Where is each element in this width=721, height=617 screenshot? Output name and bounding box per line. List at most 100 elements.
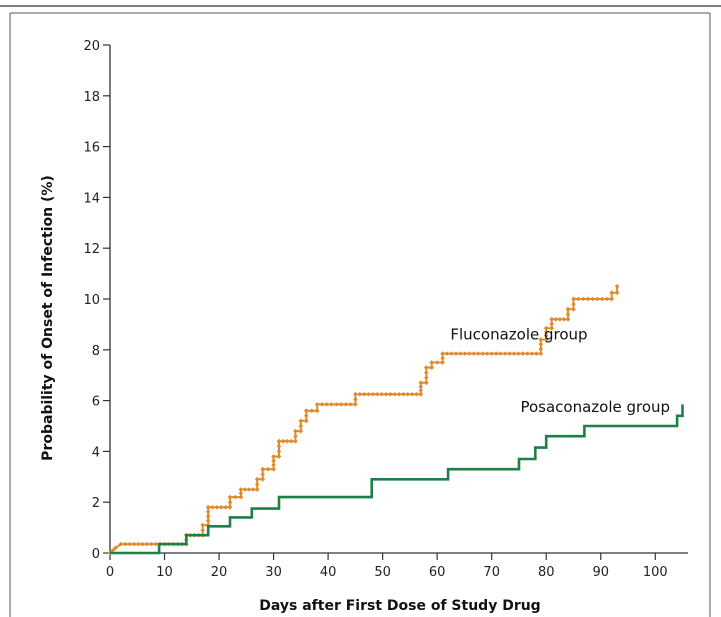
fluconazole-group-marker xyxy=(353,391,358,397)
fluconazole-group-label: Fluconazole group xyxy=(450,326,587,344)
fluconazole-group-marker xyxy=(543,333,549,339)
fluconazole-group-marker xyxy=(289,438,294,444)
fluconazole-group-marker xyxy=(293,433,298,439)
fluconazole-group-marker xyxy=(260,477,265,482)
fluconazole-group-marker xyxy=(565,317,571,322)
fluconazole-group-marker xyxy=(565,311,571,317)
fluconazole-group-marker xyxy=(334,402,339,407)
fluconazole-group-marker xyxy=(210,505,215,510)
fluconazole-group-marker xyxy=(401,391,406,397)
fluconazole-group-marker xyxy=(604,296,610,302)
fluconazole-group-marker xyxy=(507,351,512,356)
fluconazole-group-marker xyxy=(304,418,309,424)
fluconazole-group-marker xyxy=(140,541,145,547)
fluconazole-group-marker xyxy=(254,487,260,492)
y-tick-label-20: 20 xyxy=(83,39,100,54)
fluconazole-group-marker xyxy=(131,541,137,547)
fluconazole-group-marker xyxy=(424,380,429,386)
fluconazole-group-marker xyxy=(392,391,397,397)
fluconazole-group-marker xyxy=(493,351,499,356)
fluconazole-group-marker xyxy=(271,466,276,472)
fluconazole-group-marker xyxy=(388,391,393,397)
fluconazole-group-marker xyxy=(543,329,549,335)
fluconazole-group-marker xyxy=(260,466,265,472)
fluconazole-group-marker xyxy=(424,365,429,370)
fluconazole-group-marker xyxy=(549,325,554,331)
fluconazole-group-marker xyxy=(467,351,472,356)
fluconazole-group-marker xyxy=(233,494,238,500)
fluconazole-group-marker xyxy=(314,402,320,407)
fluconazole-group-marker xyxy=(529,351,535,356)
fluconazole-group-marker xyxy=(396,391,402,397)
fluconazole-group-marker xyxy=(144,541,150,547)
fluconazole-group-marker xyxy=(205,518,211,523)
fluconazole-group-marker xyxy=(418,380,424,386)
fluconazole-group-marker xyxy=(534,351,539,356)
fluconazole-group-marker xyxy=(200,527,205,533)
fluconazole-group-marker xyxy=(429,360,434,365)
y-tick-label-6: 6 xyxy=(92,395,100,410)
x-tick-label-20: 20 xyxy=(211,565,228,580)
fluconazole-group-marker xyxy=(218,505,224,510)
y-axis-title: Probability of Onset of Infection (%) xyxy=(40,175,56,461)
x-tick-label-100: 100 xyxy=(643,565,668,580)
fluconazole-group-marker xyxy=(324,402,329,407)
fluconazole-group-marker xyxy=(440,355,445,361)
fluconazole-group-marker xyxy=(348,402,353,407)
fluconazole-group-marker xyxy=(543,325,549,331)
fluconazole-group-marker xyxy=(227,499,233,505)
fluconazole-group-marker xyxy=(502,351,508,356)
fluconazole-group-marker xyxy=(379,391,384,397)
fluconazole-group-marker xyxy=(418,391,424,397)
fluconazole-group-marker xyxy=(614,284,620,289)
fluconazole-group-marker xyxy=(375,391,380,397)
x-tick-label-80: 80 xyxy=(538,565,555,580)
fluconazole-group-marker xyxy=(462,351,468,356)
fluconazole-group-marker xyxy=(293,428,298,434)
fluconazole-group-marker xyxy=(200,522,205,528)
y-tick-label-10: 10 xyxy=(83,293,100,308)
fluconazole-group-marker xyxy=(520,351,526,356)
fluconazole-group-marker xyxy=(136,541,141,547)
fluconazole-group-marker xyxy=(309,408,315,414)
fluconazole-group-marker xyxy=(242,487,248,492)
y-tick-label-14: 14 xyxy=(83,191,100,206)
fluconazole-group-marker xyxy=(205,505,211,510)
fluconazole-group-marker xyxy=(271,462,276,468)
fluconazole-group-marker xyxy=(250,487,256,492)
fluconazole-group-marker xyxy=(343,402,349,407)
fluconazole-group-marker xyxy=(353,402,358,407)
fluconazole-group-marker xyxy=(298,423,304,429)
fluconazole-group-marker xyxy=(429,365,434,370)
y-tick-label-4: 4 xyxy=(92,445,100,460)
fluconazole-group-marker xyxy=(127,541,132,547)
fluconazole-group-marker xyxy=(271,458,276,463)
fluconazole-group-marker xyxy=(238,487,244,492)
fluconazole-group-marker xyxy=(304,408,309,414)
fluconazole-group-marker xyxy=(319,402,325,407)
fluconazole-group-marker xyxy=(361,391,367,397)
fluconazole-group-marker xyxy=(480,351,486,356)
fluconazole-group-marker xyxy=(246,487,252,492)
fluconazole-group-marker xyxy=(298,418,304,424)
y-tick-label-8: 8 xyxy=(92,344,100,359)
fluconazole-group-marker xyxy=(418,384,424,389)
fluconazole-group-marker xyxy=(418,388,424,393)
fluconazole-group-marker xyxy=(580,296,586,302)
fluconazole-group-marker xyxy=(424,375,429,380)
fluconazole-group-marker xyxy=(329,402,334,407)
x-tick-label-50: 50 xyxy=(374,565,391,580)
fluconazole-group-markers xyxy=(107,284,620,556)
fluconazole-group-marker xyxy=(538,346,544,352)
fluconazole-group-marker xyxy=(571,301,576,307)
y-tick-label-2: 2 xyxy=(92,496,100,511)
fluconazole-group-marker xyxy=(293,438,298,444)
x-tick-label-30: 30 xyxy=(265,565,282,580)
x-tick-label-60: 60 xyxy=(429,565,446,580)
fluconazole-group-marker xyxy=(543,337,549,342)
x-tick-label-10: 10 xyxy=(156,565,173,580)
fluconazole-group-marker xyxy=(557,317,563,322)
fluconazole-group-marker xyxy=(227,505,233,510)
fluconazole-group-marker xyxy=(304,413,309,419)
